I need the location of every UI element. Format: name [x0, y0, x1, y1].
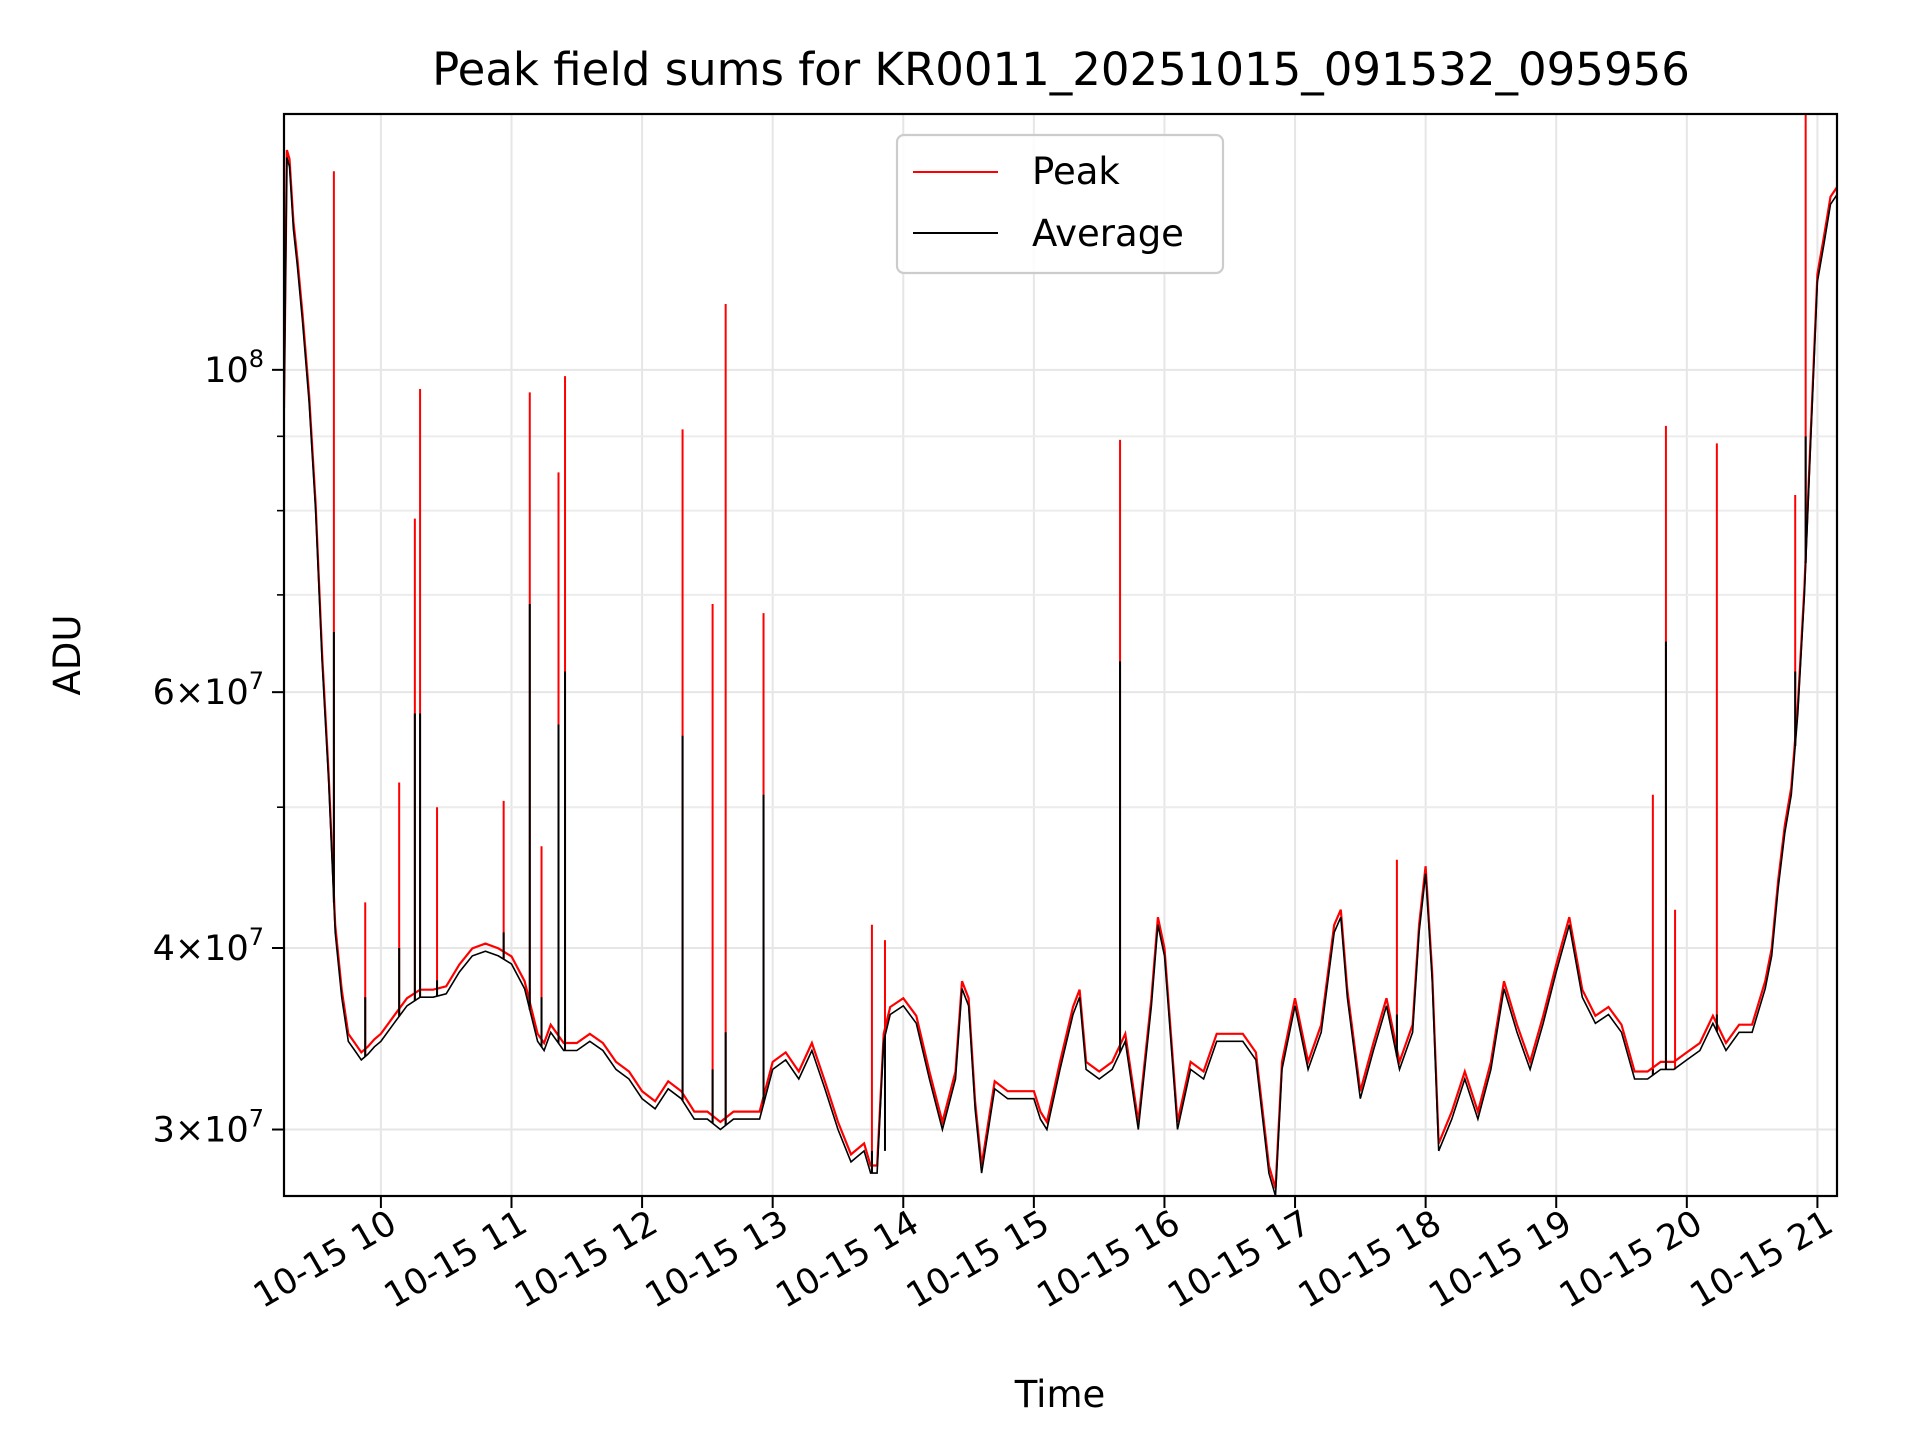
grid — [284, 114, 1837, 1196]
y-tick-label: 4×107 — [153, 923, 264, 969]
y-tick-label: 6×107 — [153, 667, 264, 713]
y-axis-label: ADU — [46, 615, 89, 696]
peak-series-line — [284, 149, 1837, 1189]
y-tick-label: 3×107 — [153, 1105, 264, 1151]
chart-title: Peak field sums for KR0011_20251015_0915… — [432, 43, 1690, 96]
legend-peak-label: Peak — [1032, 150, 1120, 193]
average-spikes — [332, 436, 1807, 1174]
legend-average-label: Average — [1032, 212, 1184, 255]
legend: Peak Average — [895, 133, 1225, 275]
x-axis-label: Time — [1014, 1373, 1106, 1416]
plot-frame — [282, 112, 1839, 1198]
average-series-line — [284, 157, 1837, 1196]
legend-box — [895, 133, 1225, 275]
